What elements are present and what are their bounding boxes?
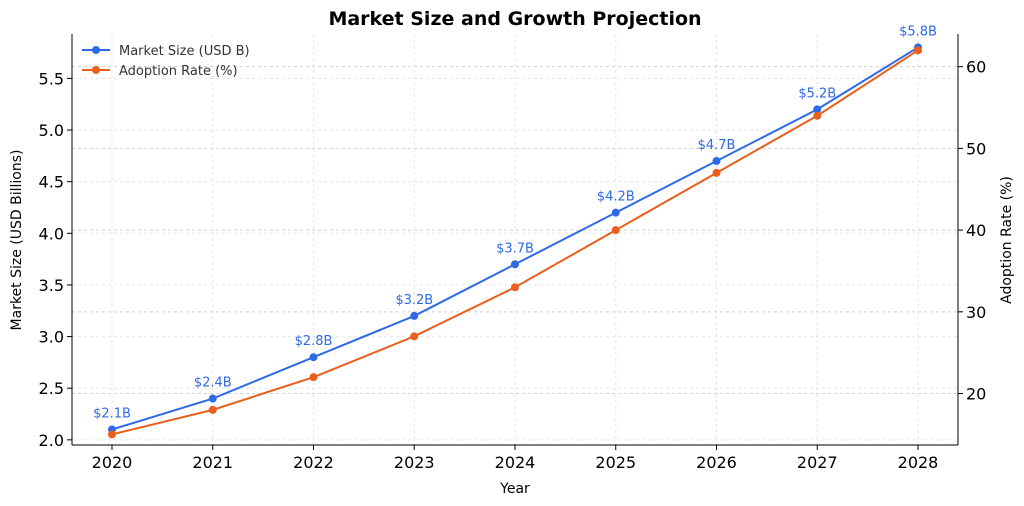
data-point-adoption-rate [309,373,318,382]
y-right-tick-label: 50 [966,139,986,158]
x-tick-label: 2026 [696,453,737,472]
y-left-tick-label: 4.5 [39,173,64,192]
data-point-market-size [813,105,822,114]
y-right-tick-label: 30 [966,303,986,322]
data-label-market-size: $5.8B [899,24,937,39]
y-left-tick-label: 3.5 [39,276,64,295]
series [108,43,922,439]
y-left-tick-label: 2.0 [39,431,64,450]
data-label-market-size: $4.7B [698,138,736,153]
data-point-adoption-rate [914,46,922,55]
x-tick-label: 2027 [797,453,838,472]
x-tick-label: 2020 [92,453,133,472]
y-left-tick-label: 5.0 [39,121,64,140]
legend: Market Size (USD B) Adoption Rate (%) [82,44,250,79]
data-point-market-size [208,394,217,403]
y-right-tick-label: 20 [966,385,986,404]
y-right-tick-label: 40 [966,221,986,240]
data-point-market-size [410,311,419,320]
legend-label-adoption-rate: Adoption Rate (%) [119,64,238,79]
data-label-market-size: $4.2B [597,190,635,205]
data-point-market-size [309,353,318,362]
data-point-adoption-rate [511,283,519,292]
x-tick-label: 2025 [595,453,636,472]
y-right-tick-label: 60 [966,58,986,77]
data-label-market-size: $2.8B [295,334,333,349]
x-axis-label: Year [499,481,530,497]
x-tick-label: 2022 [293,453,334,472]
ticks: 2020 2021 2022 2023 2024 2025 2026 2027 2028 2.0 2… [39,58,987,472]
data-point-adoption-rate [712,168,721,177]
data-point-adoption-rate [208,405,217,414]
x-tick-label: 2023 [394,453,435,472]
x-tick-label: 2028 [898,453,939,472]
data-point-adoption-rate [410,332,419,341]
chart-title: Market Size and Growth Projection [328,8,701,30]
data-label-market-size: $2.1B [93,407,131,422]
legend-marker-dot-market-size [92,46,100,54]
y-left-tick-label: 3.0 [39,328,64,347]
data-point-adoption-rate [611,226,620,235]
data-labels: $2.1B $2.4B $2.8B $3.2B $3.7B $4.2B $4.7B $5.2B… [93,24,937,421]
data-point-adoption-rate [813,111,822,120]
data-label-market-size: $5.2B [798,86,836,101]
grid [72,34,958,445]
data-point-market-size [511,260,519,269]
data-point-market-size [611,208,620,217]
y-left-tick-label: 4.0 [39,224,64,243]
legend-marker-dot-adoption-rate [92,66,100,74]
y-left-tick-label: 2.5 [39,379,64,398]
data-label-market-size: $2.4B [194,376,232,391]
data-point-market-size [712,157,721,166]
x-tick-label: 2021 [192,453,233,472]
data-label-market-size: $3.7B [496,241,534,256]
data-label-market-size: $3.2B [395,293,433,308]
legend-label-market-size: Market Size (USD B) [119,44,250,59]
x-tick-label: 2024 [495,453,536,472]
y-left-tick-label: 5.5 [39,69,64,88]
y-axis-right-label: Adoption Rate (%) [999,176,1015,304]
data-point-adoption-rate [108,430,116,439]
y-axis-left-label: Market Size (USD Billions) [9,150,25,331]
